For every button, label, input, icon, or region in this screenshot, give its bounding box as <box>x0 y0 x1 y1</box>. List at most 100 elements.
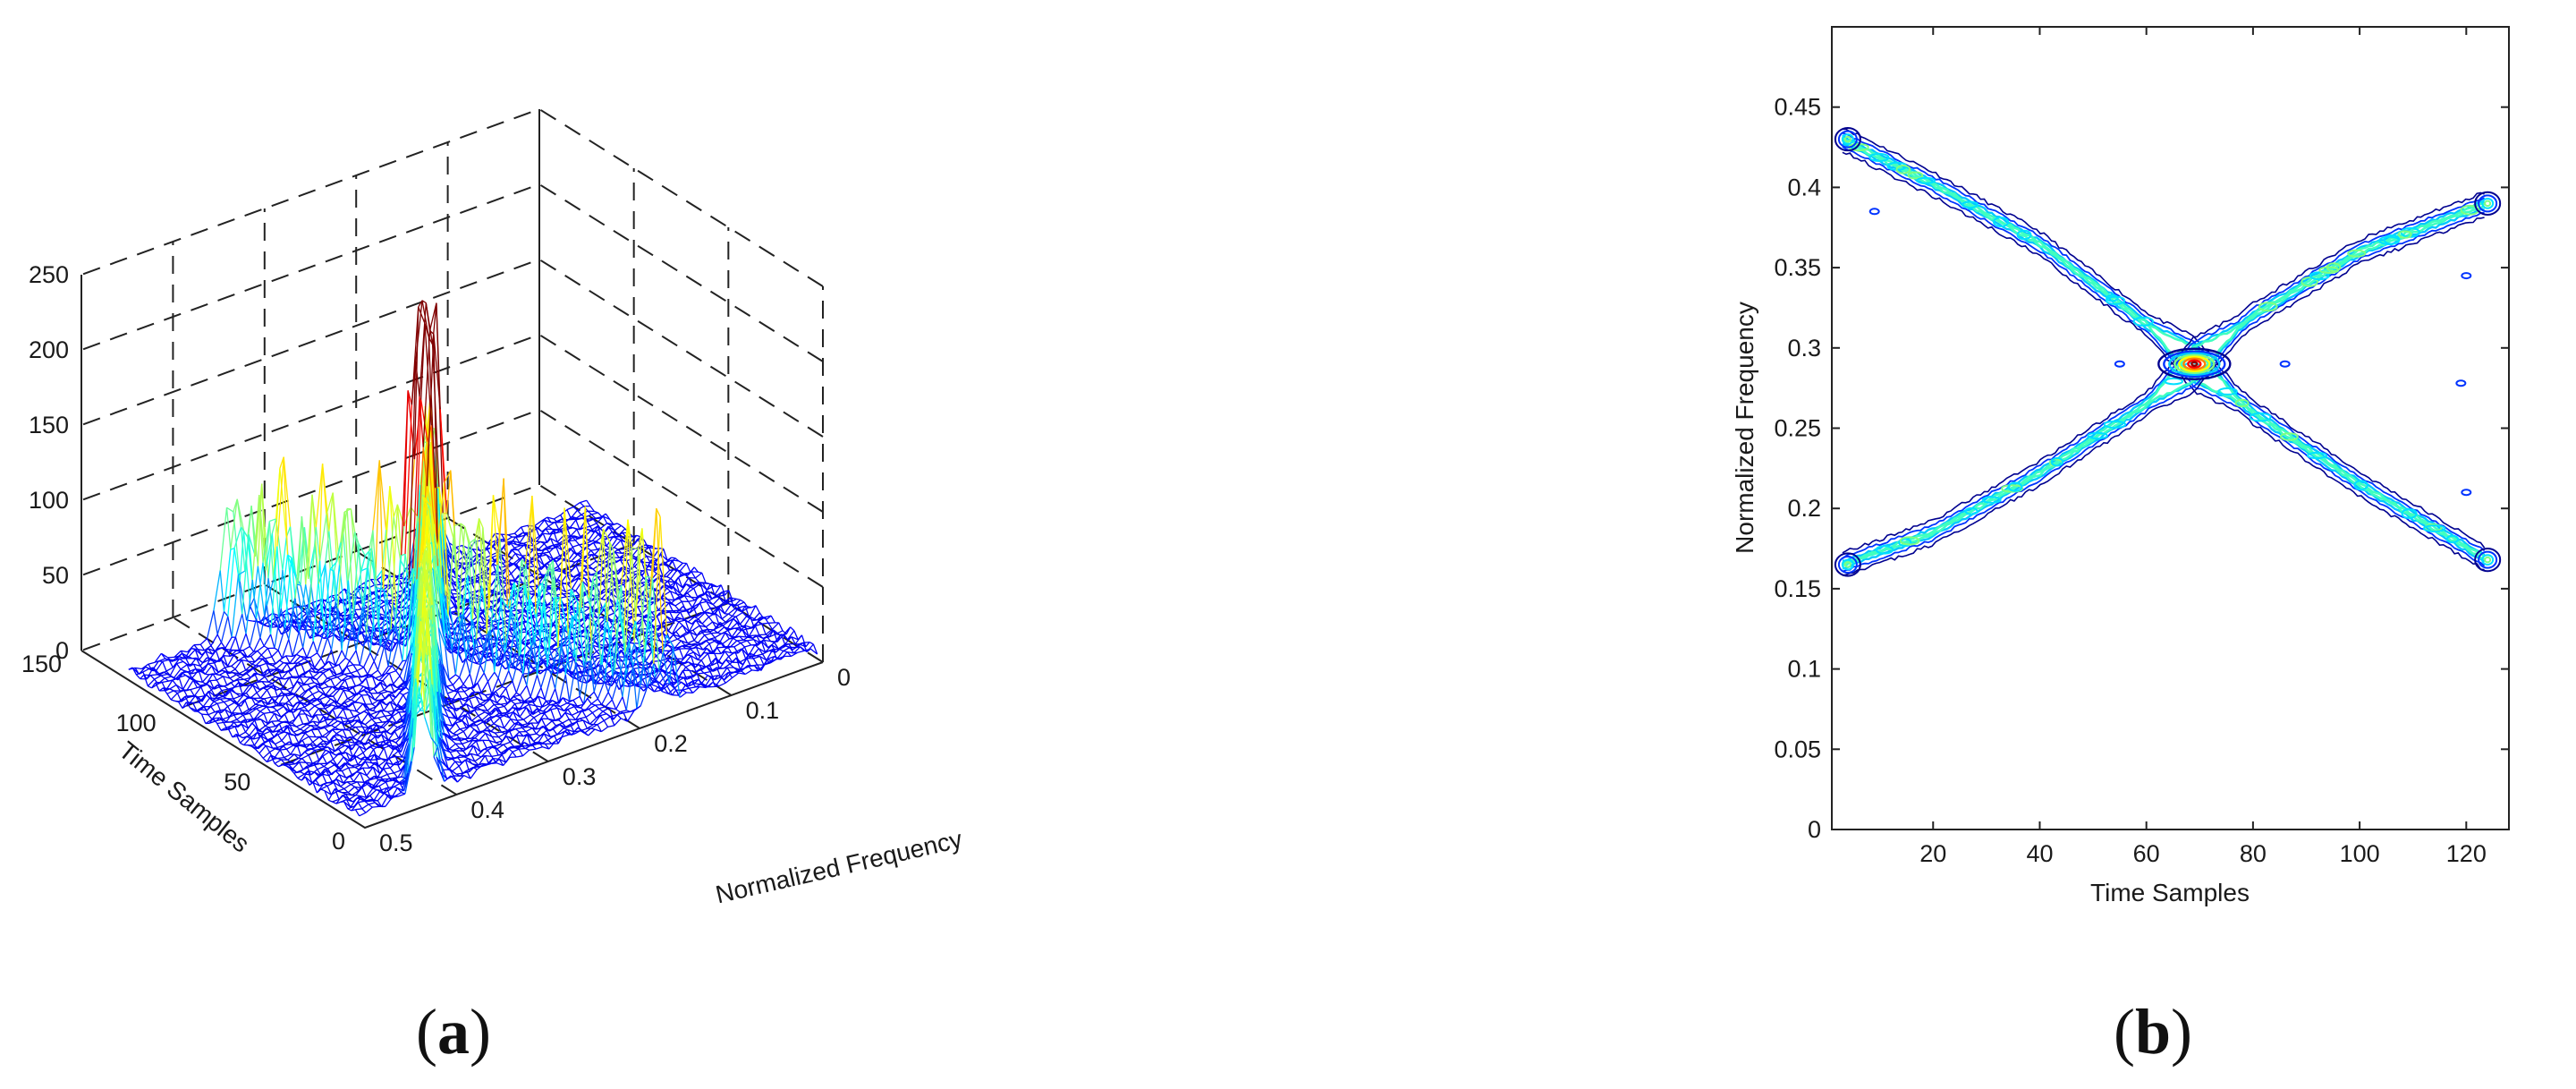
mesh-line <box>609 518 614 525</box>
mesh-line <box>259 689 268 699</box>
mesh-line <box>557 521 564 523</box>
mesh-line <box>195 695 200 703</box>
mesh-line <box>274 712 279 721</box>
mesh-line <box>318 708 324 716</box>
mesh-line <box>260 621 268 627</box>
mesh-line <box>208 690 216 697</box>
mesh-line <box>447 617 453 650</box>
mesh-line <box>581 601 589 606</box>
mesh-line <box>536 532 544 542</box>
mesh-line <box>494 618 502 623</box>
mesh-line <box>274 712 282 718</box>
mesh-line <box>501 533 506 542</box>
mesh-line <box>175 685 181 692</box>
mesh-line <box>519 532 527 544</box>
mesh-line <box>399 692 404 696</box>
mesh-line <box>349 650 357 661</box>
mesh-line <box>344 625 353 659</box>
mesh-line <box>640 582 646 586</box>
base-axis-lines <box>80 650 824 830</box>
mesh-line <box>335 650 343 666</box>
mesh-line <box>592 518 597 524</box>
mesh-line <box>464 526 470 545</box>
mesh-line <box>261 739 269 744</box>
mesh-line <box>555 569 563 573</box>
mesh-line <box>294 598 301 632</box>
mesh-line <box>229 677 234 682</box>
mesh-line <box>190 686 198 691</box>
mesh-line <box>192 663 199 673</box>
mesh-line <box>208 714 213 720</box>
mesh-line <box>236 498 242 527</box>
mesh-line <box>395 591 402 597</box>
mesh-line <box>620 540 625 549</box>
mesh-line <box>534 526 540 537</box>
mesh-line <box>148 685 152 689</box>
mesh-line <box>423 497 429 512</box>
mesh-line <box>507 534 513 538</box>
mesh-line <box>312 720 318 727</box>
mesh-line <box>330 676 338 680</box>
mesh-line <box>361 550 370 607</box>
mesh-line <box>416 399 422 516</box>
mesh-line <box>282 569 290 625</box>
mesh-line <box>259 616 266 623</box>
mesh-line <box>342 616 350 622</box>
mesh-line <box>263 730 271 736</box>
mesh-line <box>571 554 579 562</box>
mesh-line <box>179 658 184 662</box>
mesh-line <box>608 617 616 623</box>
mesh-line <box>377 579 382 585</box>
mesh-line <box>240 526 246 572</box>
mesh-line <box>331 685 337 691</box>
mesh-line <box>182 677 191 690</box>
mesh-line <box>602 581 610 585</box>
mesh-line <box>513 532 520 538</box>
mesh-line <box>267 739 274 749</box>
mesh-line <box>267 578 275 622</box>
mesh-line <box>362 703 368 710</box>
mesh-line <box>333 542 342 572</box>
mesh-line <box>345 702 353 709</box>
mesh-line <box>598 626 606 633</box>
mesh-line <box>242 645 250 651</box>
mesh-line <box>265 521 270 571</box>
mesh-line <box>200 684 208 688</box>
mesh-line <box>233 695 241 700</box>
mesh-line <box>605 513 611 520</box>
mesh-line <box>535 635 540 641</box>
mesh-line <box>287 670 293 677</box>
mesh-line <box>276 456 284 547</box>
mesh-line <box>253 673 259 683</box>
mesh-line <box>299 698 307 702</box>
mesh-line <box>502 563 507 567</box>
mesh-line <box>315 464 324 528</box>
mesh-line <box>242 712 250 716</box>
mesh-line <box>208 718 214 724</box>
mesh-line <box>320 658 326 666</box>
mesh-line <box>555 518 563 523</box>
mesh-line <box>244 699 250 710</box>
mesh-line <box>558 587 566 592</box>
mesh-line <box>342 634 350 643</box>
mesh-line <box>373 687 378 694</box>
mesh-line <box>440 593 446 647</box>
mesh-line <box>352 684 360 687</box>
mesh-line <box>328 689 337 696</box>
mesh-line <box>386 616 394 620</box>
mesh-line <box>283 661 288 665</box>
mesh-line <box>445 646 450 680</box>
mesh-line <box>232 712 238 720</box>
mesh-line <box>352 586 359 615</box>
mesh-line <box>317 634 325 640</box>
mesh-line <box>555 545 561 557</box>
mesh-line <box>686 563 691 573</box>
mesh-line <box>323 668 331 674</box>
mesh-line <box>333 571 339 608</box>
mesh-line <box>321 598 329 604</box>
mesh-line <box>190 707 195 712</box>
mesh-line <box>437 627 446 648</box>
mesh-line <box>529 553 537 563</box>
mesh-line <box>314 705 319 710</box>
mesh-line <box>701 572 707 583</box>
